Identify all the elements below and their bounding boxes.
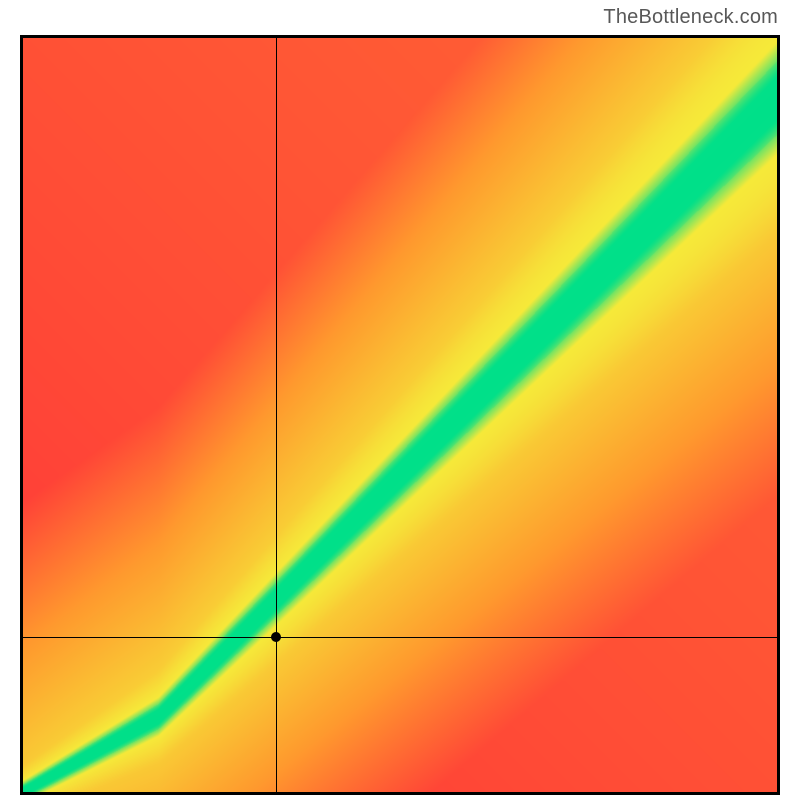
plot-frame	[20, 35, 780, 795]
chart-container: TheBottleneck.com	[0, 0, 800, 800]
crosshair-vertical	[276, 38, 277, 792]
crosshair-marker	[271, 632, 281, 642]
attribution-label: TheBottleneck.com	[603, 6, 778, 29]
bottleneck-heatmap	[23, 38, 777, 792]
crosshair-horizontal	[23, 637, 777, 638]
